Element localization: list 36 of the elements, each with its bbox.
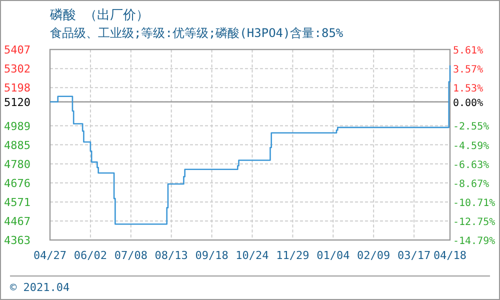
y-tick-label: 4989 xyxy=(4,120,30,133)
y2-tick-label: -10.71% xyxy=(453,198,496,209)
y2-tick-label: 0.00% xyxy=(453,98,484,109)
y-tick-label: 5120 xyxy=(4,96,30,109)
y2-tick-label: -2.55% xyxy=(453,122,490,133)
y-tick-label: 4885 xyxy=(4,138,30,152)
y2-tick-label: 1.53% xyxy=(453,84,484,95)
y2-tick-label: -14.79% xyxy=(453,236,496,247)
x-tick-label: 04/18 xyxy=(433,249,467,262)
x-tick-label: 09/18 xyxy=(195,249,228,262)
y-tick-label: 4780 xyxy=(4,158,30,171)
x-tick-label: 07/08 xyxy=(114,249,148,262)
x-tick-label: 01/04 xyxy=(316,249,350,262)
y2-tick-label: 3.57% xyxy=(453,64,484,76)
y2-tick-label: -12.75% xyxy=(453,216,496,228)
y-tick-label: 5302 xyxy=(4,62,30,76)
x-tick-label: 06/02 xyxy=(74,249,108,262)
chart-title: 磷酸 （出厂价） xyxy=(49,8,149,23)
y-tick-label: 4363 xyxy=(4,234,30,247)
x-tick-label: 04/27 xyxy=(33,249,67,262)
y-tick-label: 5407 xyxy=(4,44,30,56)
x-tick-label: 10/24 xyxy=(236,249,270,262)
y2-tick-label: -6.63% xyxy=(453,160,490,171)
y2-tick-label: -8.67% xyxy=(453,178,490,190)
y-tick-label: 4467 xyxy=(4,215,30,228)
x-tick-label: 03/17 xyxy=(397,249,431,262)
y-tick-label: 5198 xyxy=(4,82,30,95)
x-tick-label: 08/13 xyxy=(154,249,188,262)
chart-subtitle: 食品级、工业级;等级:优等级;磷酸(H3PO4)含量:85% xyxy=(50,26,344,40)
x-tick-label: 02/09 xyxy=(357,249,390,262)
y2-tick-label: -4.59% xyxy=(453,140,490,152)
y-tick-label: 4676 xyxy=(4,176,30,190)
y-tick-label: 4571 xyxy=(4,196,30,210)
y2-tick-label: 5.61% xyxy=(453,46,484,56)
x-tick-label: 11/29 xyxy=(276,249,310,262)
text: © 2021.04 xyxy=(10,281,70,294)
